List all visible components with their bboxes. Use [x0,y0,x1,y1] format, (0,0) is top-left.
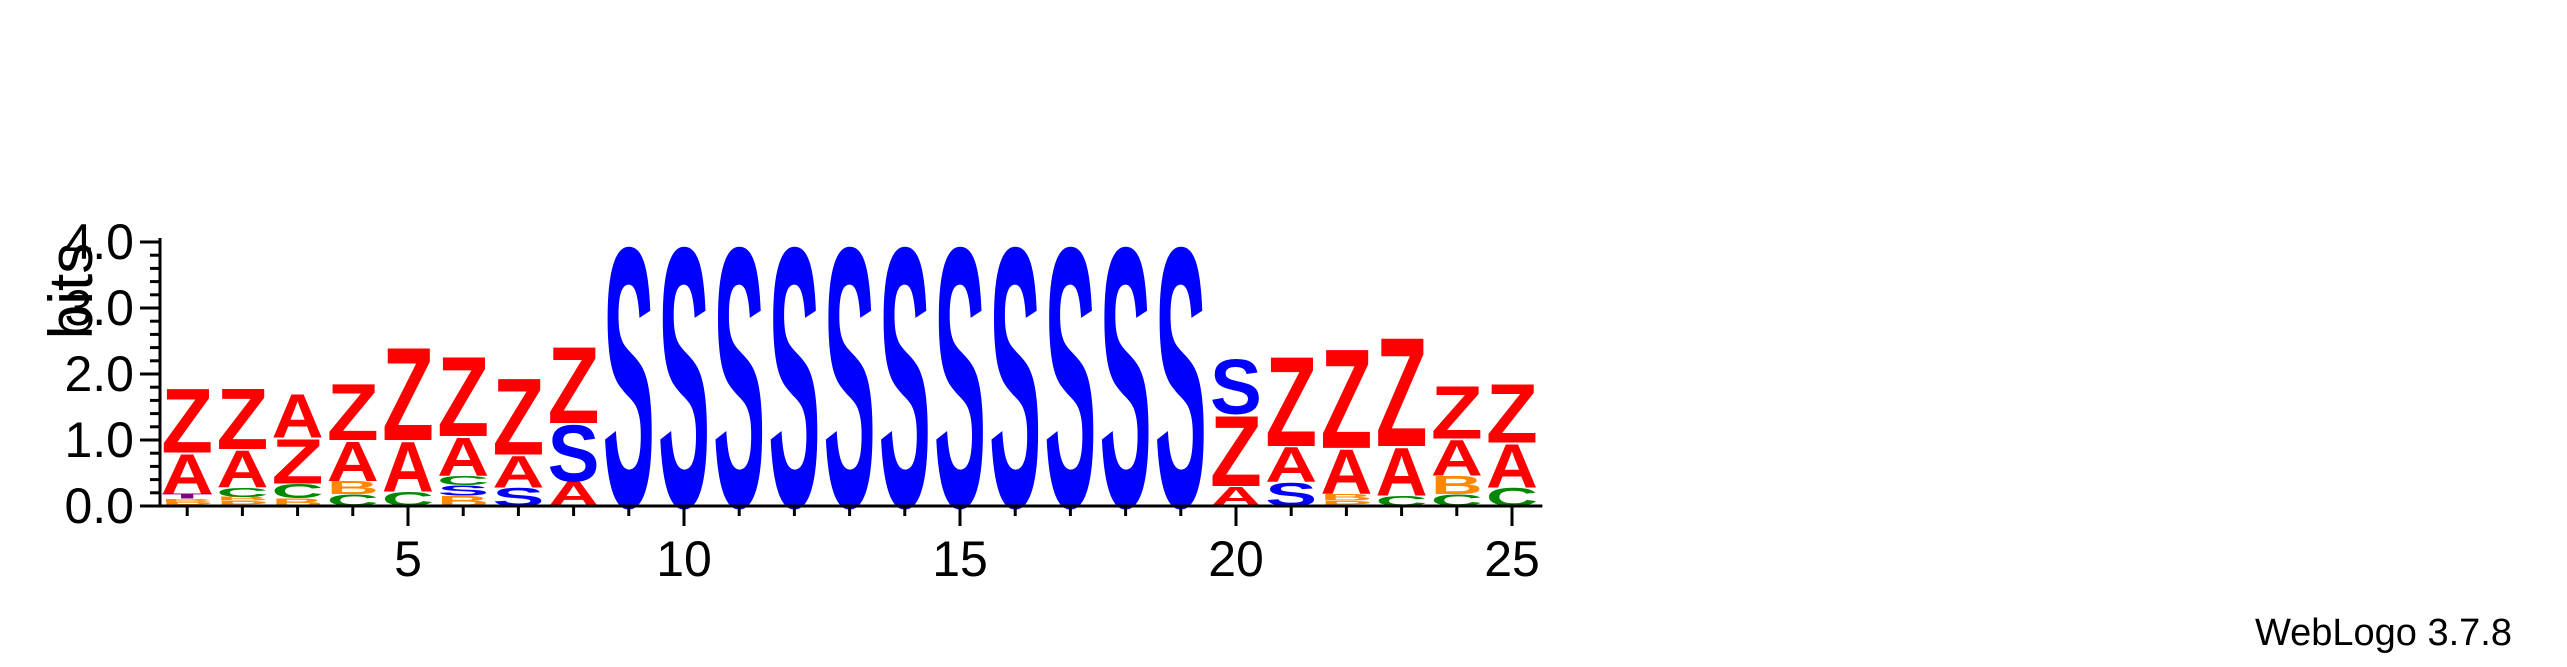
logo-letter-z-pos-1: Z [161,370,213,473]
logo-letter-p-pos-2: P [216,499,268,507]
axis-layer: 0.0 1.0 2.0 3.0 4.0 5 10 15 20 25 [64,214,1543,587]
logo-letter-t-pos-1: T [161,492,213,500]
logo-letter-a-pos-21: A [1265,438,1317,494]
logo-letter-z-pos-21: Z [1265,330,1317,474]
logo-letter-z-pos-23: Z [1376,304,1428,479]
logo-letter-a-pos-6: A [437,426,489,488]
logo-letter-a-pos-2: A [216,440,268,499]
logo-letter-s-pos-6: S [437,482,489,499]
logo-letter-s-pos-19: S [1155,170,1207,585]
logo-letter-s-pos-17: S [1044,170,1096,585]
logo-letter-a-pos-23: A [1376,433,1428,510]
y-tick-label: 2.0 [64,346,134,402]
logo-letter-s-pos-12: S [768,170,820,585]
logo-letter-a-pos-22: A [1320,437,1372,509]
logo-letter-z-pos-5: Z [382,320,434,469]
logo-letter-a-pos-24: A [1431,430,1483,488]
logo-letter-z-pos-8: Z [548,323,600,446]
logo-letter-z-pos-20: Z [1210,395,1262,507]
x-tick-label: 25 [1484,531,1540,587]
logo-letter-z-pos-24: Z [1431,370,1483,454]
logo-letter-a-pos-4: A [327,429,379,493]
logo-letter-s-pos-13: S [824,170,876,585]
logo-letter-s-pos-9: S [603,170,655,585]
y-tick-label: 4.0 [64,214,134,270]
logo-letter-s-pos-20: S [1210,345,1262,431]
logo-letter-z-pos-2: Z [216,371,268,468]
logo-letter-a-pos-3: A [272,382,324,452]
logo-letter-a-pos-25: A [1486,432,1538,502]
logo-letter-b-pos-4: B [327,478,379,498]
logo-letter-s-pos-14: S [879,170,931,585]
logo-letter-b-pos-22: B [1320,492,1372,502]
logo-letter-z-pos-6: Z [437,334,489,461]
x-tick-label: 10 [656,531,712,587]
logo-letter-c-pos-6: C [437,473,489,487]
weblogo-credit: WebLogo 3.7.8 [2255,612,2512,654]
logo-letter-s-pos-18: S [1100,170,1152,585]
logo-letter-a-pos-1: A [161,442,213,506]
logo-letter-a-pos-5: A [382,428,434,508]
logo-letter-s-pos-11: S [713,170,765,585]
x-tick-label: 5 [394,531,422,587]
logo-letter-z-pos-7: Z [492,355,544,478]
logo-letter-s-pos-16: S [989,170,1041,585]
y-tick-label: 0.0 [64,478,134,534]
logo-letter-p-pos-1: P [161,501,213,507]
logo-letter-a-pos-7: A [492,446,544,498]
y-axis-label: bits [37,243,106,339]
y-tick-label: 1.0 [64,412,134,468]
logo-letter-z-pos-3: Z [272,426,324,498]
logo-letter-b-pos-24: B [1431,471,1483,500]
logo-letter-b-pos-1: B [161,498,213,503]
logo-letter-s-pos-8: S [548,408,600,499]
x-tick-label: 15 [932,531,988,587]
logo-letter-z-pos-4: Z [327,367,379,458]
logo-letter-c-pos-3: C [272,480,324,503]
logo-letter-b-pos-2: B [216,496,268,502]
logo-letter-z-pos-22: Z [1320,319,1372,478]
logo-letter-p-pos-22: P [1320,499,1372,507]
y-tick-label: 3.0 [64,280,134,336]
logo-letter-z-pos-25: Z [1486,366,1538,461]
logo-letter-c-pos-2: C [216,485,268,499]
x-tick-label: 20 [1208,531,1264,587]
